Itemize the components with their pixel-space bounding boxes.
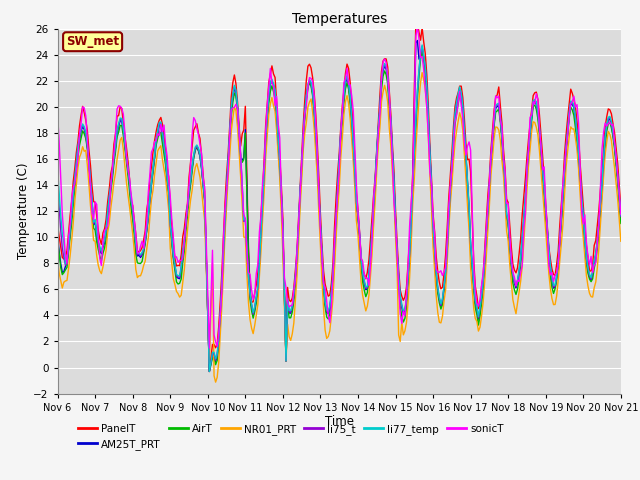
AM25T_PRT [407,219,415,225]
li77_temp [159,128,166,134]
li77_temp [407,216,415,222]
PanelT [617,205,625,211]
PanelT [412,19,420,25]
sonicT [376,112,384,118]
AirT [54,238,61,243]
li77_temp [376,104,384,110]
PanelT [54,222,61,228]
PanelT [407,206,415,212]
AM25T_PRT [159,131,166,136]
li77_temp [617,212,625,218]
PanelT [159,121,166,127]
li75_t [395,274,403,279]
sonicT [407,199,415,205]
AM25T_PRT [205,369,213,374]
li77_temp [205,369,213,374]
sonicT [617,211,625,217]
Line: li77_temp: li77_temp [58,45,621,372]
li77_temp [551,282,559,288]
li77_temp [69,192,77,198]
NR01_PRT [159,156,166,162]
sonicT [205,345,213,351]
AirT [407,225,415,231]
AirT [205,369,213,374]
NR01_PRT [395,332,403,338]
li75_t [54,181,61,187]
PanelT [205,369,213,374]
NR01_PRT [212,379,220,385]
li75_t [617,214,625,219]
NR01_PRT [617,239,625,244]
NR01_PRT [54,256,61,262]
PanelT [376,93,384,98]
AirT [551,286,559,292]
sonicT [69,184,77,190]
AM25T_PRT [54,235,61,240]
NR01_PRT [376,125,384,131]
AirT [617,221,625,227]
AM25T_PRT [617,215,625,220]
AirT [395,281,403,287]
AM25T_PRT [69,194,77,200]
AirT [376,115,384,121]
li75_t [407,218,415,224]
AM25T_PRT [551,285,559,290]
NR01_PRT [419,70,426,75]
Line: PanelT: PanelT [58,22,621,372]
AM25T_PRT [413,37,421,43]
AirT [419,48,426,53]
Line: NR01_PRT: NR01_PRT [58,72,621,382]
Line: AirT: AirT [58,50,621,372]
sonicT [54,111,61,117]
li75_t [419,43,426,49]
X-axis label: Time: Time [324,415,354,429]
sonicT [395,284,403,289]
li75_t [551,283,559,289]
Text: SW_met: SW_met [66,35,119,48]
li75_t [205,369,213,374]
Title: Temperatures: Temperatures [292,12,387,26]
sonicT [413,24,421,30]
PanelT [69,179,77,184]
PanelT [551,273,559,278]
NR01_PRT [551,301,559,307]
li75_t [159,129,166,135]
li75_t [69,193,77,199]
Line: sonicT: sonicT [58,27,621,348]
Legend: PanelT, AM25T_PRT, AirT, NR01_PRT, li75_t, li77_temp, sonicT: PanelT, AM25T_PRT, AirT, NR01_PRT, li75_… [74,420,508,454]
sonicT [551,273,559,278]
AM25T_PRT [395,275,403,281]
PanelT [395,266,403,272]
Line: AM25T_PRT: AM25T_PRT [58,40,621,372]
NR01_PRT [69,220,77,226]
AM25T_PRT [376,107,384,113]
li77_temp [395,272,403,278]
AirT [159,141,166,146]
li77_temp [54,167,61,173]
Y-axis label: Temperature (C): Temperature (C) [17,163,31,260]
Line: li75_t: li75_t [58,46,621,372]
AirT [69,202,77,208]
li77_temp [419,42,426,48]
li75_t [376,106,384,111]
NR01_PRT [407,243,415,249]
sonicT [159,129,166,134]
